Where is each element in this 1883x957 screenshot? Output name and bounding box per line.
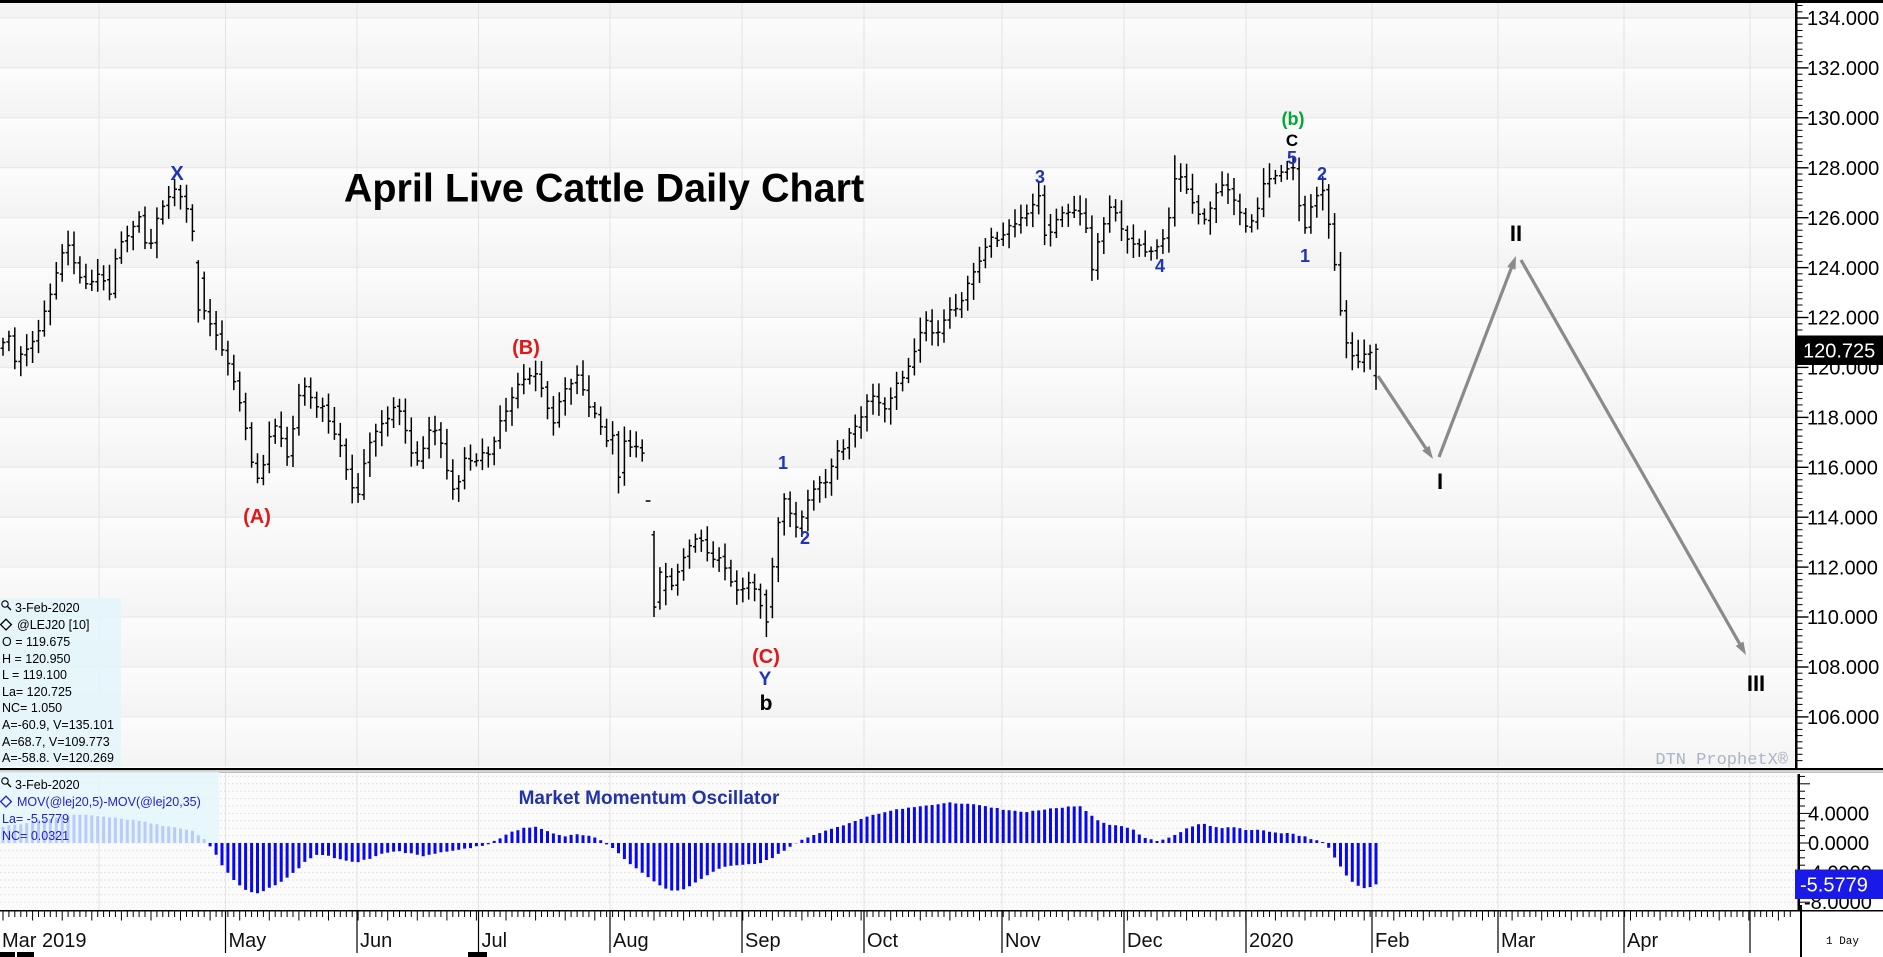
svg-text:La= 120.725: La= 120.725 bbox=[2, 685, 72, 699]
svg-text:(b): (b) bbox=[1282, 109, 1305, 129]
svg-text:@LEJ20 [10]: @LEJ20 [10] bbox=[17, 618, 89, 632]
svg-text:5: 5 bbox=[1287, 148, 1297, 168]
svg-text:2: 2 bbox=[1317, 164, 1327, 184]
svg-text:4.0000: 4.0000 bbox=[1808, 803, 1869, 825]
svg-text:La= -5.5779: La= -5.5779 bbox=[2, 812, 69, 826]
svg-text:112.000: 112.000 bbox=[1807, 557, 1878, 579]
svg-text:Jun: Jun bbox=[360, 930, 392, 952]
svg-text:Apr: Apr bbox=[1627, 930, 1658, 952]
svg-text:(C): (C) bbox=[752, 646, 780, 668]
svg-text:3-Feb-2020: 3-Feb-2020 bbox=[15, 778, 80, 792]
svg-text:110.000: 110.000 bbox=[1807, 607, 1878, 629]
svg-text:b: b bbox=[760, 692, 773, 715]
svg-text:134.000: 134.000 bbox=[1807, 8, 1879, 30]
svg-text:A=-58.8. V=120.269: A=-58.8. V=120.269 bbox=[2, 751, 114, 765]
svg-text:I: I bbox=[1437, 469, 1443, 494]
svg-text:3: 3 bbox=[1035, 167, 1045, 187]
svg-text:C: C bbox=[1286, 131, 1298, 150]
svg-text:Nov: Nov bbox=[1005, 930, 1041, 952]
svg-text:114.000: 114.000 bbox=[1807, 507, 1878, 529]
svg-text:April Live Cattle Daily Chart: April Live Cattle Daily Chart bbox=[344, 167, 864, 211]
svg-text:Jul: Jul bbox=[482, 930, 508, 952]
svg-text:124.000: 124.000 bbox=[1807, 258, 1879, 280]
svg-text:Mar 2019: Mar 2019 bbox=[2, 930, 87, 952]
svg-text:2: 2 bbox=[800, 528, 810, 548]
svg-text:108.000: 108.000 bbox=[1807, 657, 1879, 679]
svg-text:128.000: 128.000 bbox=[1807, 158, 1879, 180]
svg-text:NC= 1.050: NC= 1.050 bbox=[2, 701, 62, 715]
svg-text:NC= 0.0321: NC= 0.0321 bbox=[2, 829, 69, 843]
svg-text:118.000: 118.000 bbox=[1807, 408, 1878, 430]
svg-text:Sep: Sep bbox=[745, 930, 781, 952]
svg-text:A=68.7, V=109.773: A=68.7, V=109.773 bbox=[2, 735, 110, 749]
svg-text:May: May bbox=[229, 930, 267, 952]
svg-text:X: X bbox=[170, 163, 184, 185]
svg-text:-5.5779: -5.5779 bbox=[1800, 874, 1868, 896]
svg-text:Market Momentum Oscillator: Market Momentum Oscillator bbox=[519, 788, 780, 809]
svg-text:106.000: 106.000 bbox=[1807, 707, 1879, 729]
svg-text:3-Feb-2020: 3-Feb-2020 bbox=[15, 601, 80, 615]
svg-text:126.000: 126.000 bbox=[1807, 208, 1879, 230]
svg-text:116.000: 116.000 bbox=[1807, 458, 1878, 480]
svg-text:0.0000: 0.0000 bbox=[1808, 833, 1869, 855]
svg-text:L = 119.100: L = 119.100 bbox=[2, 668, 67, 682]
svg-text:A=-60.9, V=135.101: A=-60.9, V=135.101 bbox=[2, 718, 114, 732]
svg-text:Y: Y bbox=[759, 669, 772, 690]
svg-text:Aug: Aug bbox=[613, 930, 649, 952]
svg-text:130.000: 130.000 bbox=[1807, 108, 1879, 130]
svg-text:DTN ProphetX®: DTN ProphetX® bbox=[1655, 751, 1788, 770]
svg-text:III: III bbox=[1747, 671, 1765, 696]
svg-text:MOV(@lej20,5)-MOV(@lej20,35): MOV(@lej20,5)-MOV(@lej20,35) bbox=[17, 795, 201, 809]
svg-text:Mar: Mar bbox=[1501, 930, 1536, 952]
svg-text:120.725: 120.725 bbox=[1803, 341, 1875, 363]
svg-text:2020: 2020 bbox=[1249, 930, 1294, 952]
svg-text:Dec: Dec bbox=[1127, 930, 1163, 952]
svg-text:O = 119.675: O = 119.675 bbox=[2, 635, 70, 649]
svg-text:H = 120.950: H = 120.950 bbox=[2, 652, 71, 666]
svg-text:Feb: Feb bbox=[1375, 930, 1409, 952]
svg-text:1: 1 bbox=[1300, 246, 1310, 266]
svg-text:122.000: 122.000 bbox=[1807, 308, 1879, 330]
svg-text:1: 1 bbox=[778, 453, 788, 473]
svg-text:1 Day: 1 Day bbox=[1826, 936, 1859, 948]
svg-text:(A): (A) bbox=[243, 506, 271, 528]
svg-text:II: II bbox=[1510, 221, 1522, 246]
svg-text:Oct: Oct bbox=[867, 930, 899, 952]
svg-text:(B): (B) bbox=[512, 337, 540, 359]
svg-text:4: 4 bbox=[1155, 256, 1165, 276]
svg-text:132.000: 132.000 bbox=[1807, 58, 1879, 80]
